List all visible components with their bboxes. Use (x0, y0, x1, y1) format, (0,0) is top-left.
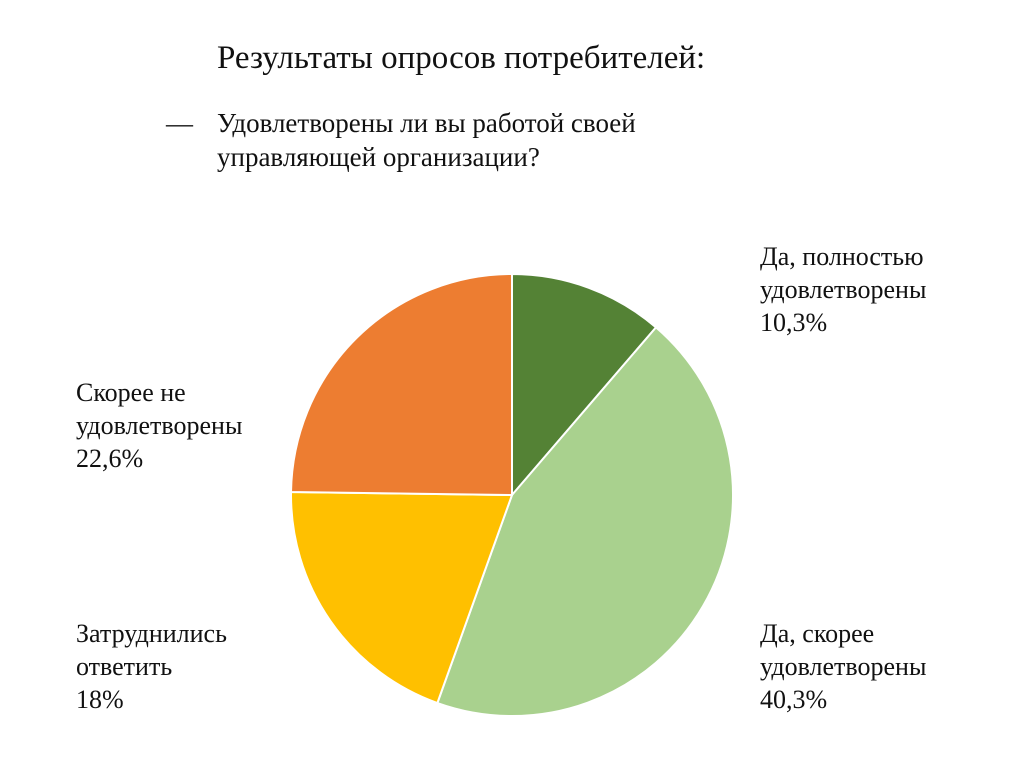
pie-slice-hard-to-answer (290, 490, 513, 705)
label-rather-not-satisfied-line1: Скорее не (76, 378, 186, 407)
chart-title: Результаты опросов потребителей: (217, 40, 706, 76)
label-fully-satisfied: Да, полностью удовлетворены 10,3% (760, 240, 926, 339)
survey-question: Удовлетворены ли вы работой своей управл… (217, 108, 636, 172)
pie-slice-rather-satisfied (436, 326, 734, 717)
label-hard-to-answer: Затруднились ответить 18% (76, 617, 227, 716)
label-hard-to-answer-value: 18% (76, 685, 124, 714)
label-rather-satisfied-line2: удовлетворены (760, 652, 927, 681)
label-rather-satisfied: Да, скорее удовлетворены 40,3% (760, 617, 926, 716)
label-rather-not-satisfied-value: 22,6% (76, 444, 144, 473)
pie-slice-fully-satisfied (511, 273, 657, 496)
label-fully-satisfied-line1: Да, полностью (760, 242, 924, 271)
label-fully-satisfied-value: 10,3% (760, 308, 828, 337)
label-fully-satisfied-line2: удовлетворены (760, 275, 927, 304)
label-hard-to-answer-line1: Затруднились (76, 619, 227, 648)
bullet-dash: — (166, 108, 193, 138)
label-rather-satisfied-value: 40,3% (760, 685, 828, 714)
label-rather-not-satisfied: Скорее не удовлетворены 22,6% (76, 376, 242, 475)
pie-slice-rather-not-satisfied (290, 273, 513, 496)
label-rather-not-satisfied-line2: удовлетворены (76, 411, 243, 440)
label-rather-satisfied-line1: Да, скорее (760, 619, 875, 648)
label-hard-to-answer-line2: ответить (76, 652, 173, 681)
